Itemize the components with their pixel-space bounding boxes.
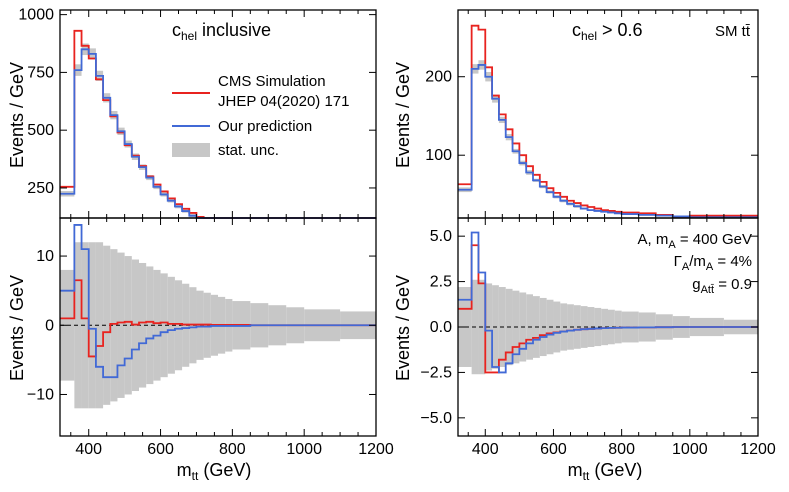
ylabel-top-right: Events / GeV	[393, 62, 413, 168]
stat-band-bin	[601, 308, 608, 346]
legend-cms-label-2: JHEP 04(2020) 171	[218, 93, 349, 110]
xlabel-right: mtt (GeV)	[568, 460, 643, 483]
axes-frame	[59, 9, 377, 219]
xtick-label: 400	[472, 441, 499, 458]
stat-band-bin	[608, 309, 615, 345]
stat-band-bin	[88, 242, 96, 409]
stat-band-bin	[110, 249, 118, 402]
ytick-label: 100	[425, 147, 452, 164]
ytick-label: −5.0	[420, 410, 452, 427]
panel-bottom-right: −5.0 −2.5 0.0 2.5 5.0 400 600 800 1000 1200	[420, 217, 776, 458]
stat-band-bin	[146, 266, 154, 385]
stat-band-bin	[174, 280, 183, 371]
stat-band-bin	[160, 273, 168, 378]
title-left: chel inclusive	[172, 20, 271, 43]
stat-band-bin	[167, 276, 175, 374]
stat-band-bin	[587, 307, 595, 347]
xtick-label: 800	[219, 441, 246, 458]
panel-bottom-left: −10 0 10 400 600 800 1000 1200	[27, 217, 394, 458]
ytick-label: 1000	[18, 7, 54, 24]
xtick-label: 1200	[740, 441, 776, 458]
series-ours-line	[60, 224, 376, 379]
ytick-label: 10	[36, 248, 54, 265]
xtick-label: 1200	[358, 441, 394, 458]
stat-band-bin	[95, 242, 104, 409]
ytick-label: 0.0	[430, 319, 452, 336]
series-ours-line	[458, 231, 758, 374]
stat-band-bin	[594, 307, 602, 347]
legend-stat-swatch	[172, 143, 210, 157]
label-sm-ttbar: SM tt̄	[715, 23, 751, 40]
xtick-label: 400	[75, 441, 102, 458]
xtick-label: 600	[147, 441, 174, 458]
xtick-label: 800	[608, 441, 635, 458]
ytick-label: 5.0	[430, 228, 452, 245]
ylabel-top-left: Events / GeV	[7, 62, 27, 168]
xlabel-left: mtt (GeV)	[177, 460, 252, 483]
ylabel-bottom-right: Events / GeV	[393, 275, 413, 381]
annotation-mass: A, mA = 400 GeV	[638, 231, 753, 251]
ytick-label: 750	[27, 64, 54, 81]
series-ours-line	[458, 64, 758, 219]
ytick-label: 200	[425, 69, 452, 86]
annotation-coupling: gAtt̄ = 0.9	[692, 276, 752, 296]
ytick-label: 0	[45, 317, 54, 334]
model-annotation: A, mA = 400 GeV ΓA/mA = 4% gAtt̄ = 0.9	[638, 231, 753, 296]
ytick-label: 2.5	[430, 274, 452, 291]
ytick-label: 500	[27, 122, 54, 139]
stat-band-bin	[103, 245, 111, 405]
stat-band-bin	[124, 256, 132, 395]
stat-band-bin	[139, 262, 147, 388]
legend-stat-label: stat. unc.	[218, 142, 279, 159]
xtick-label: 1000	[286, 441, 322, 458]
stat-band-bin	[153, 269, 161, 381]
ylabel-bottom-left: Events / GeV	[7, 275, 27, 381]
stat-band-bin	[117, 252, 125, 398]
ytick-label: −10	[27, 386, 54, 403]
stat-band-bin	[81, 242, 89, 409]
axes-frame	[59, 217, 377, 437]
panel-top-right: 100 200	[425, 9, 759, 219]
ytick-label: 250	[27, 180, 54, 197]
annotation-width: ΓA/mA = 4%	[674, 253, 752, 273]
xtick-label: 1000	[672, 441, 708, 458]
ytick-label: −2.5	[420, 364, 452, 381]
title-right: chel > 0.6	[572, 20, 643, 43]
legend: CMS Simulation JHEP 04(2020) 171 Our pre…	[172, 73, 349, 159]
xtick-label: 600	[540, 441, 567, 458]
legend-ours-label: Our prediction	[218, 118, 312, 135]
legend-cms-label-1: CMS Simulation	[218, 73, 326, 90]
